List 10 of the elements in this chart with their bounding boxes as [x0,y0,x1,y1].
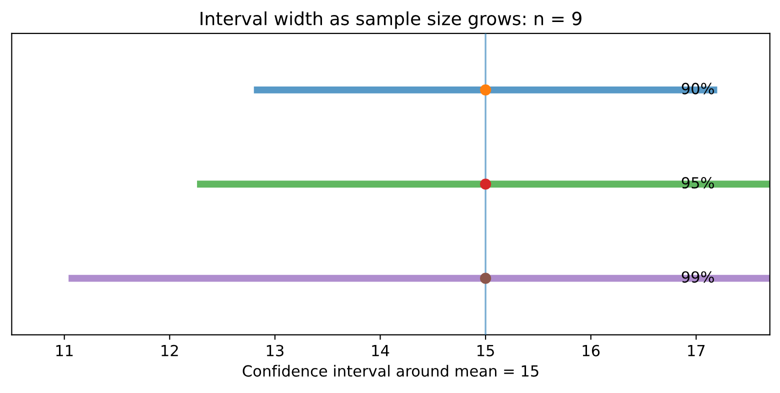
x-tick-label: 16 [582,344,600,356]
x-tick-label: 14 [372,345,390,356]
x-tick-label: 17 [688,345,705,356]
x-axis-title: Confidence interval around mean = 15 [242,364,538,377]
x-tick-label: 12 [162,344,178,356]
x-tick-label: 13 [266,344,284,356]
x-tick-label: 11 [56,345,73,356]
x-tick-label: 15 [478,345,494,356]
y-tick-label: 99% [682,271,714,283]
chart-title: Interval width as sample size grows: n = 9 [200,11,582,29]
